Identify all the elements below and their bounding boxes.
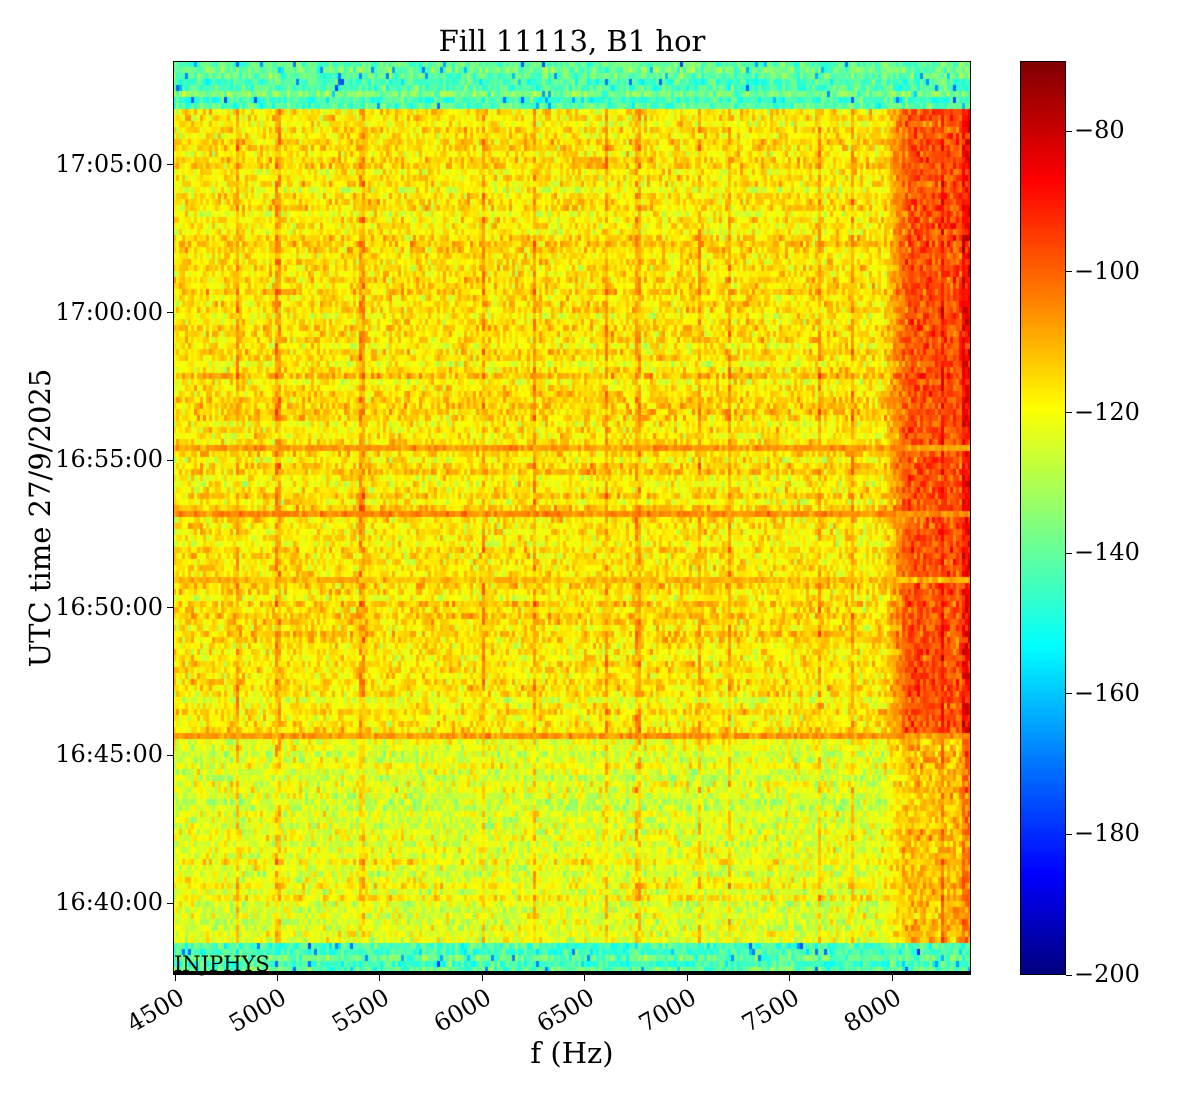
colorbar-tick	[1066, 271, 1072, 273]
y-tick	[167, 902, 173, 904]
y-tick	[167, 607, 173, 609]
y-tick-label: 17:05:00	[55, 149, 163, 178]
colorbar-tick-label: −140	[1074, 538, 1140, 567]
y-tick	[167, 754, 173, 756]
colorbar	[1020, 61, 1066, 975]
x-tick	[686, 975, 688, 981]
y-axis-label: UTC time 27/9/2025	[23, 368, 57, 668]
x-tick	[481, 975, 483, 981]
x-tick-label: 7500	[736, 983, 804, 1038]
y-tick-label: 16:40:00	[55, 888, 163, 917]
y-tick-label: 17:00:00	[55, 297, 163, 326]
colorbar-tick	[1066, 693, 1072, 695]
colorbar-tick-label: −80	[1074, 116, 1125, 145]
x-tick-label: 5500	[327, 983, 394, 1038]
y-tick	[167, 459, 173, 461]
x-axis-label: f (Hz)	[530, 1036, 614, 1070]
y-tick-label: 16:45:00	[55, 740, 163, 769]
colorbar-tick	[1066, 412, 1072, 414]
x-tick	[789, 975, 791, 981]
colorbar-tick	[1066, 833, 1072, 835]
x-tick-label: 8000	[839, 983, 907, 1038]
colorbar-tick-label: −160	[1074, 678, 1140, 707]
colorbar-tick-label: −100	[1074, 256, 1140, 285]
y-tick	[167, 164, 173, 166]
colorbar-tick	[1066, 552, 1072, 554]
x-tick	[891, 975, 893, 981]
colorbar-tick	[1066, 974, 1072, 976]
x-tick	[174, 975, 176, 981]
y-tick	[167, 312, 173, 313]
annotation-line	[174, 971, 970, 974]
plot-frame	[173, 61, 971, 975]
x-tick	[584, 975, 586, 981]
y-tick-label: 16:55:00	[55, 445, 163, 474]
colorbar-tick-label: −200	[1074, 960, 1140, 988]
colorbar-tick	[1066, 130, 1072, 132]
x-tick	[276, 975, 278, 981]
x-tick-label: 5000	[224, 983, 292, 1038]
y-tick-label: 16:50:00	[55, 592, 163, 621]
x-tick-label: 4500	[122, 983, 190, 1038]
spectrogram-heatmap	[173, 61, 971, 975]
colorbar-tick-label: −180	[1074, 819, 1140, 848]
chart-title: Fill 11113, B1 hor	[438, 24, 706, 58]
x-tick-label: 6500	[531, 983, 599, 1038]
x-tick-label: 7000	[634, 983, 702, 1038]
x-tick	[379, 975, 381, 981]
x-tick-label: 6000	[429, 983, 497, 1038]
colorbar-tick-label: −120	[1074, 397, 1140, 426]
